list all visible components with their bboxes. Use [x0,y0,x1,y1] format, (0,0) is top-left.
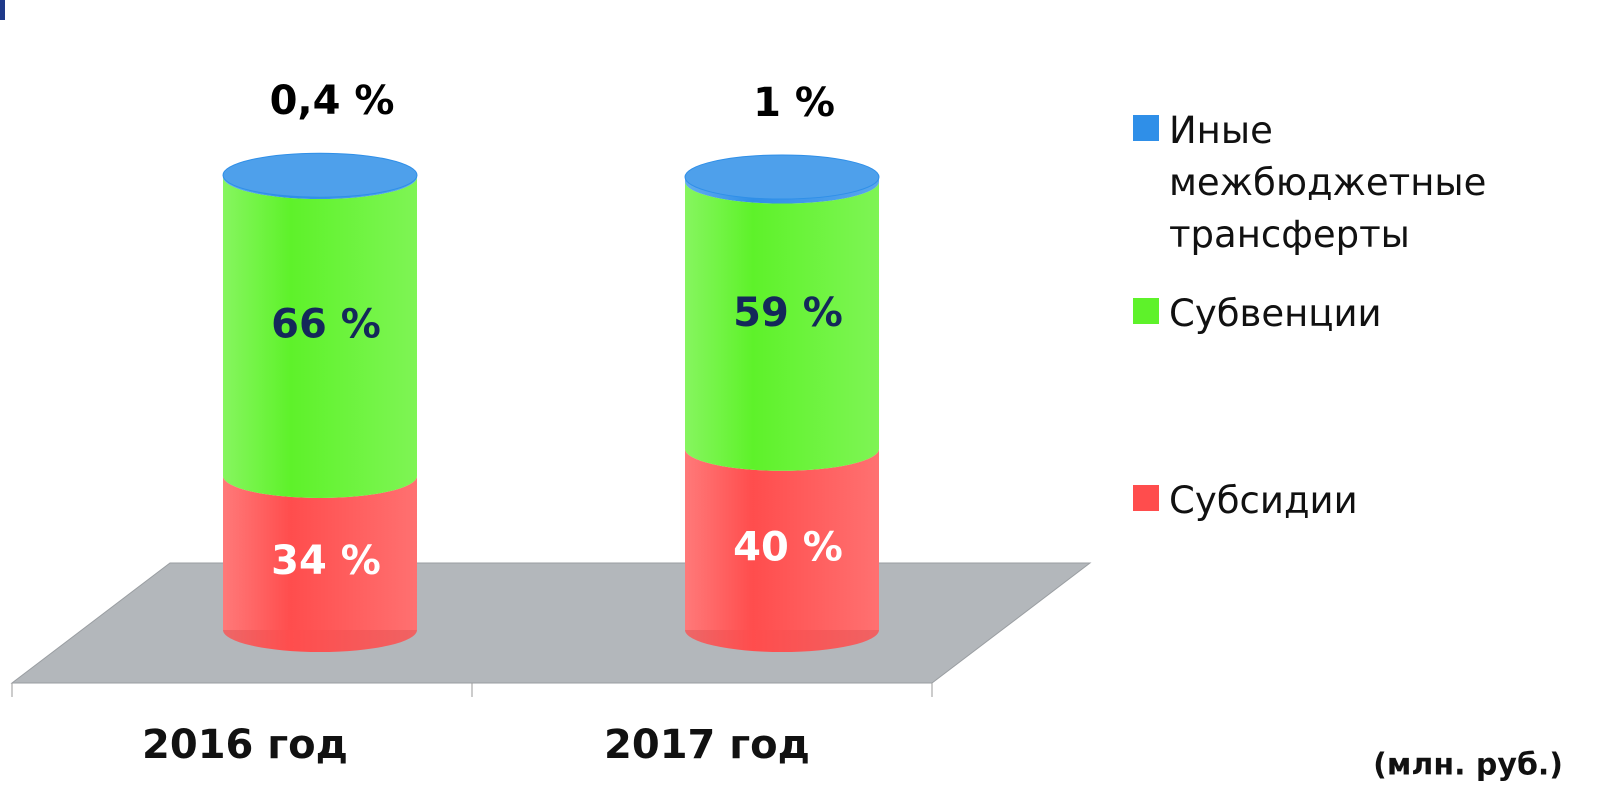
legend-swatch [1133,485,1159,511]
cylinder-segment [223,177,417,498]
cylinder-segment [223,475,417,652]
value-label: 40 % [733,524,843,570]
floor [10,562,1092,684]
x-tick-label: 2016 год [142,722,348,768]
legend-item: Иные межбюджетные трансферты [1133,105,1563,261]
value-label: 1 % [753,80,835,126]
value-label: 34 % [271,538,381,584]
value-label: 59 % [733,290,843,336]
legend-swatch [1133,115,1159,141]
legend-label: Иные межбюджетные трансферты [1169,109,1487,256]
cylinder-segment [685,177,879,204]
unit-note: (млн. руб.) [1373,748,1563,783]
corner-accent [0,0,5,20]
value-label: 66 % [271,301,381,347]
legend-label: Субсидии [1169,479,1358,522]
cylinder-cap [684,154,880,200]
legend-swatch [1133,298,1159,324]
legend-item: Субсидии [1133,475,1563,527]
legend-label: Субвенции [1169,292,1382,335]
cylinder-cap [222,152,418,198]
value-label: 0,4 % [270,78,395,124]
legend-item: Субвенции [1133,288,1563,340]
cylinder-segment [685,448,879,652]
cylinder-segment [685,181,879,471]
x-tick-label: 2017 год [604,722,810,768]
